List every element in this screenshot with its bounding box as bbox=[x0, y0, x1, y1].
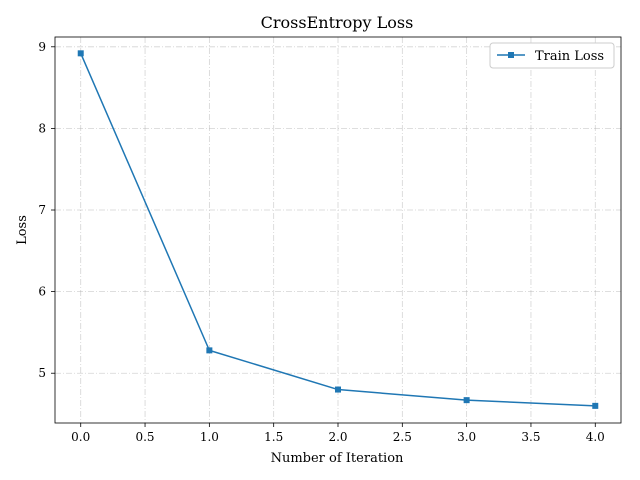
data-point bbox=[77, 50, 84, 57]
y-tick-label: 5 bbox=[38, 366, 46, 380]
x-tick-label: 0.0 bbox=[71, 430, 90, 444]
x-axis-label: Number of Iteration bbox=[271, 451, 404, 466]
y-axis-label: Loss bbox=[15, 215, 30, 245]
y-tick-label: 7 bbox=[38, 203, 46, 217]
y-tick-label: 9 bbox=[38, 40, 46, 54]
chart-title: CrossEntropy Loss bbox=[261, 13, 414, 32]
legend-label-train-loss: Train Loss bbox=[535, 49, 604, 64]
x-tick-label: 0.5 bbox=[135, 430, 154, 444]
x-tick-label: 1.0 bbox=[200, 430, 219, 444]
x-tick-label: 2.0 bbox=[328, 430, 347, 444]
grid bbox=[55, 37, 621, 423]
x-tick-label: 2.5 bbox=[393, 430, 412, 444]
legend: Train Loss bbox=[489, 42, 615, 69]
legend-box bbox=[489, 42, 615, 69]
x-tick-label: 1.5 bbox=[264, 430, 283, 444]
x-tick-label: 4.0 bbox=[586, 430, 605, 444]
plot-area-frame bbox=[54, 36, 622, 424]
data-point bbox=[335, 386, 341, 393]
x-tick-label: 3.5 bbox=[521, 430, 540, 444]
data-point bbox=[463, 397, 470, 404]
data-point bbox=[592, 402, 599, 409]
y-tick-label: 8 bbox=[38, 121, 46, 135]
data-point bbox=[206, 347, 213, 354]
axis-ticks: 0.0 0.5 1.0 1.5 2.0 2.5 3.0 3.5 4.0 5 6 7 8 9 bbox=[38, 40, 604, 444]
legend-marker-swatch bbox=[508, 52, 514, 58]
y-tick-label: 6 bbox=[38, 285, 46, 299]
series-layer bbox=[77, 50, 599, 409]
x-tick-label: 3.0 bbox=[457, 430, 476, 444]
